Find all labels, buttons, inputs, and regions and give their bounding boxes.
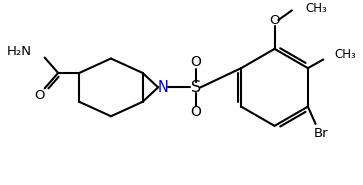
Text: O: O (190, 105, 201, 119)
Text: O: O (34, 89, 45, 102)
Text: CH₃: CH₃ (335, 48, 356, 61)
Text: S: S (191, 80, 201, 95)
Text: CH₃: CH₃ (305, 2, 327, 15)
Text: O: O (190, 55, 201, 69)
Text: H₂N: H₂N (7, 45, 32, 58)
Text: O: O (269, 14, 280, 26)
Text: Br: Br (314, 127, 329, 140)
Text: N: N (158, 80, 168, 95)
